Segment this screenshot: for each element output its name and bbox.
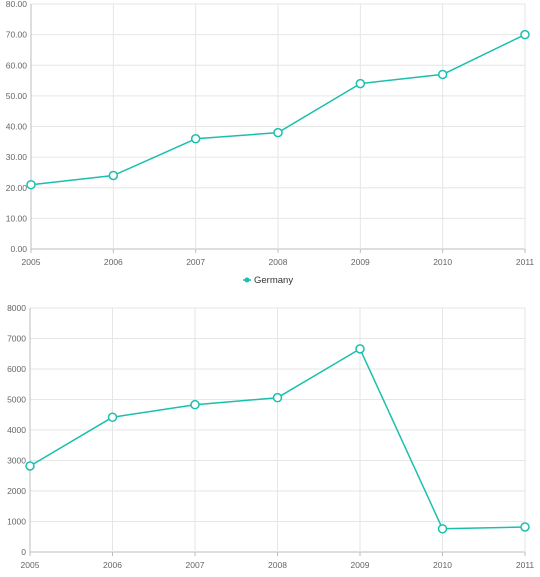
chart-0-x-tick-label: 2011 [516,257,535,267]
chart-1-data-point [107,412,118,422]
chart-1-x-tick-label: 2005 [21,560,40,570]
chart-1-x-tick-label: 2009 [351,560,370,570]
chart-0-data-point [355,78,366,89]
chart-1-data-point [520,522,530,532]
chart-0-x-tick-label: 2010 [433,257,452,267]
chart-bottom: 0 1000 2000 3000 4000 5000 6000 7000 8000 2005 200… [7,303,535,570]
chart-0-data-point [437,69,448,80]
chart-1-y-tick-label: 4000 [7,425,26,435]
chart-1-data-point [25,461,35,471]
chart-0-x-tick-label: 2006 [104,257,123,267]
chart-1-data-point [272,392,283,403]
chart-0-y-tick-label: 40.00 [6,122,28,132]
chart-1-x-tick-label: 2010 [433,560,452,570]
legend: Germany [243,275,293,286]
chart-1-x-tick-label: 2008 [268,560,287,570]
chart-0-y-tick-label: 60.00 [6,60,28,70]
chart-1-y-tick-label: 8000 [7,303,26,313]
chart-0-data-point [273,127,283,138]
chart-1-x-tick-label: 2006 [103,560,122,570]
legend-label: Germany [254,275,293,286]
chart-0-x-tick-label: 2007 [186,257,205,267]
chart-0-y-tick-label: 10.00 [6,213,28,223]
chart-1-y-tick-label: 0 [21,547,26,557]
chart-1-y-tick-label: 7000 [7,334,26,344]
chart-0-y-tick-label: 0.00 [10,244,27,254]
chart-0-data-point [108,170,119,181]
chart-1-data-point [437,524,448,534]
chart-0-x-tick-label: 2009 [351,257,370,267]
chart-0-y-tick-label: 20.00 [6,183,28,193]
chart-0-data-point [190,134,201,144]
chart-0-data-point [26,179,36,190]
chart-1-y-tick-label: 2000 [7,486,26,496]
chart-0-x-tick-label: 2005 [22,257,41,267]
chart-0-y-tick-label: 50.00 [6,91,28,101]
chart-0-y-tick-label: 30.00 [6,152,28,162]
chart-0-y-tick-label: 80.00 [6,0,28,9]
chart-1-data-point [355,344,365,354]
chart-1-y-tick-label: 6000 [7,364,26,374]
chart-1-y-tick-label: 1000 [7,517,26,527]
chart-0-data-point [520,29,530,40]
chart-0-y-tick-label: 70.00 [6,30,28,40]
chart-top: 0.00 10.00 20.00 30.00 40.00 50.00 60.00 70.00 8… [6,0,535,286]
chart-1-y-tick-label: 3000 [7,456,26,466]
chart-1-data-point [190,399,200,410]
chart-0-x-tick-label: 2008 [269,257,288,267]
chart-1-x-tick-label: 2007 [186,560,205,570]
chart-1-x-tick-label: 2011 [516,560,535,570]
chart-1-y-tick-label: 5000 [7,395,26,405]
legend-swatch-marker [244,277,250,283]
